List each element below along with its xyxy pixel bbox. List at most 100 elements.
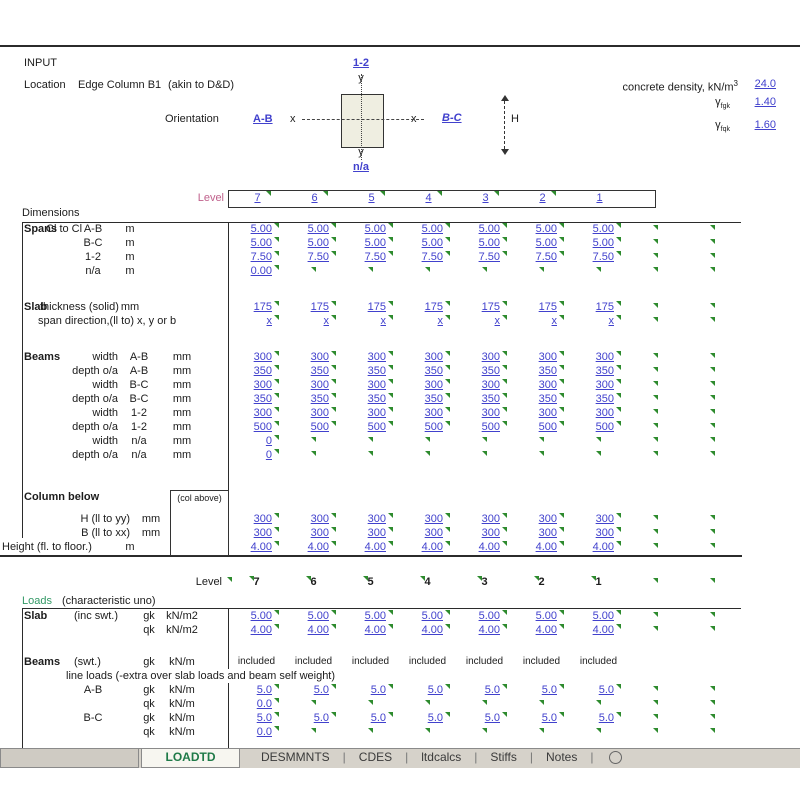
input-value[interactable]: 7.50: [250, 251, 272, 263]
input-value[interactable]: 4.00: [250, 541, 272, 553]
input-value[interactable]: 0: [265, 435, 272, 447]
value-cell[interactable]: 7.50: [456, 250, 513, 264]
input-value[interactable]: x: [608, 315, 615, 327]
level-link[interactable]: 2: [539, 192, 546, 204]
value-cell[interactable]: 5.00: [342, 236, 399, 250]
value-cell[interactable]: 300: [228, 378, 285, 392]
input-value[interactable]: 300: [424, 407, 443, 419]
tab-notes[interactable]: Notes: [546, 750, 578, 764]
input-value[interactable]: 300: [253, 379, 272, 391]
input-value[interactable]: 5.00: [535, 237, 557, 249]
input-value[interactable]: 5.0: [256, 712, 272, 724]
value-cell[interactable]: 0.0: [228, 697, 285, 711]
value-cell[interactable]: 0.00: [228, 264, 285, 278]
input-value[interactable]: 4.00: [592, 624, 614, 636]
value-cell[interactable]: 7.50: [570, 250, 627, 264]
level-link-cell[interactable]: 6: [286, 191, 343, 206]
value-cell[interactable]: x: [456, 314, 513, 328]
value-cell[interactable]: 5.00: [228, 609, 285, 623]
value-cell[interactable]: 5.00: [228, 222, 285, 236]
value-cell[interactable]: 300: [342, 526, 399, 540]
input-value[interactable]: 500: [538, 421, 557, 433]
input-value[interactable]: 5.0: [484, 712, 500, 724]
value-cell[interactable]: 300: [399, 512, 456, 526]
input-value[interactable]: 4.00: [250, 624, 272, 636]
value-cell[interactable]: 4.00: [342, 623, 399, 637]
value-cell[interactable]: 7.50: [228, 250, 285, 264]
input-value[interactable]: 350: [310, 393, 329, 405]
value-cell[interactable]: 5.00: [399, 236, 456, 250]
orientation-bc-link[interactable]: B-C: [442, 112, 462, 124]
input-value[interactable]: 5.00: [364, 610, 386, 622]
input-value[interactable]: 300: [310, 513, 329, 525]
value-cell[interactable]: 4.00: [228, 540, 285, 554]
input-value[interactable]: 300: [595, 379, 614, 391]
value-cell[interactable]: 4.00: [570, 540, 627, 554]
value-cell[interactable]: 350: [399, 364, 456, 378]
input-value[interactable]: 300: [367, 351, 386, 363]
value-cell[interactable]: 500: [456, 420, 513, 434]
input-value[interactable]: 300: [367, 379, 386, 391]
input-value[interactable]: 7.50: [421, 251, 443, 263]
input-value[interactable]: 350: [424, 393, 443, 405]
value-cell[interactable]: 300: [285, 406, 342, 420]
input-value[interactable]: 5.00: [478, 610, 500, 622]
input-value[interactable]: 300: [253, 351, 272, 363]
grid-top-link[interactable]: 1-2: [353, 57, 369, 69]
input-value[interactable]: 4.00: [592, 541, 614, 553]
input-value[interactable]: 350: [538, 393, 557, 405]
value-cell[interactable]: 0.0: [228, 725, 285, 739]
value-cell[interactable]: 500: [570, 420, 627, 434]
value-cell[interactable]: x: [570, 314, 627, 328]
value-cell[interactable]: 5.0: [570, 683, 627, 697]
input-value[interactable]: 175: [367, 301, 386, 313]
input-value[interactable]: 500: [481, 421, 500, 433]
input-value[interactable]: 0.0: [256, 726, 272, 738]
input-value[interactable]: 5.0: [313, 712, 329, 724]
value-cell[interactable]: 300: [228, 512, 285, 526]
level-link-cell[interactable]: 4: [400, 191, 457, 206]
input-value[interactable]: 4.00: [364, 624, 386, 636]
value-cell[interactable]: 4.00: [342, 540, 399, 554]
input-value[interactable]: x: [266, 315, 273, 327]
value-cell[interactable]: 4.00: [399, 623, 456, 637]
input-value[interactable]: 300: [481, 379, 500, 391]
level-link[interactable]: 5: [368, 192, 375, 204]
input-value[interactable]: 300: [367, 407, 386, 419]
value-cell[interactable]: x: [342, 314, 399, 328]
input-value[interactable]: 300: [310, 407, 329, 419]
circle-icon[interactable]: [609, 750, 623, 764]
value-cell[interactable]: 175: [342, 300, 399, 314]
input-value[interactable]: 4.00: [364, 541, 386, 553]
value-cell[interactable]: 300: [456, 378, 513, 392]
value-cell[interactable]: 300: [456, 406, 513, 420]
input-value[interactable]: 4.00: [421, 624, 443, 636]
input-value[interactable]: 4.00: [307, 624, 329, 636]
value-cell[interactable]: 500: [399, 420, 456, 434]
level-link-cell[interactable]: 2: [514, 191, 571, 206]
value-cell[interactable]: 4.00: [228, 623, 285, 637]
input-value[interactable]: 4.00: [478, 624, 500, 636]
input-value[interactable]: 5.0: [370, 684, 386, 696]
value-cell[interactable]: 300: [228, 526, 285, 540]
value-cell[interactable]: 7.50: [399, 250, 456, 264]
input-value[interactable]: 5.0: [484, 684, 500, 696]
value-cell[interactable]: 5.00: [513, 609, 570, 623]
value-cell[interactable]: 300: [399, 526, 456, 540]
value-cell[interactable]: 300: [570, 378, 627, 392]
input-value[interactable]: 350: [310, 365, 329, 377]
value-cell[interactable]: 4.00: [456, 623, 513, 637]
input-value[interactable]: 4.00: [421, 541, 443, 553]
input-value[interactable]: 175: [253, 301, 272, 313]
value-cell[interactable]: included: [456, 655, 513, 669]
value-cell[interactable]: 175: [399, 300, 456, 314]
input-value[interactable]: 350: [595, 365, 614, 377]
value-cell[interactable]: 5.00: [342, 222, 399, 236]
input-value[interactable]: 5.0: [370, 712, 386, 724]
value-cell[interactable]: 5.00: [570, 222, 627, 236]
value-cell[interactable]: 4.00: [513, 540, 570, 554]
input-value[interactable]: 5.0: [313, 684, 329, 696]
level-link[interactable]: 6: [311, 192, 318, 204]
level-link[interactable]: 7: [254, 192, 261, 204]
input-value[interactable]: 5.00: [421, 223, 443, 235]
